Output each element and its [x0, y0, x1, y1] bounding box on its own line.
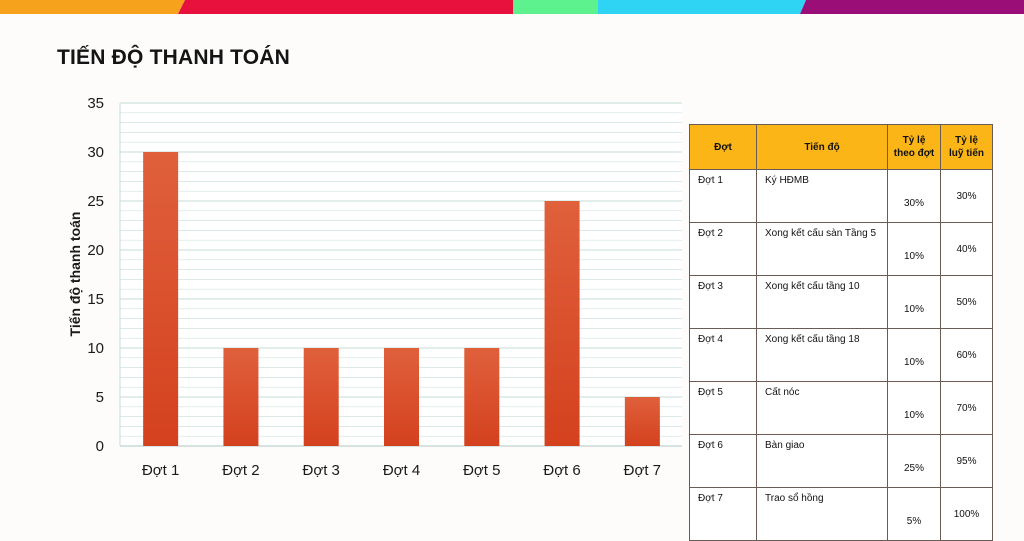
x-tick-label: Đợt 2	[222, 462, 259, 479]
cell-luy-tien: 70%	[940, 381, 993, 435]
top-stripe-segment	[598, 0, 806, 14]
cell-luy-tien: 50%	[940, 275, 993, 329]
y-tick-label: 25	[87, 193, 104, 210]
page-title: TIẾN ĐỘ THANH TOÁN	[57, 46, 291, 69]
cell-luy-tien: 95%	[940, 434, 993, 488]
cell-tien-do: Xong kết cấu sàn Tầng 5	[756, 222, 888, 276]
y-tick-label: 10	[87, 340, 104, 357]
top-stripe-segment	[0, 0, 185, 14]
y-tick-label: 0	[96, 438, 104, 455]
cell-ty-le: 10%	[887, 275, 941, 329]
table-row: Đợt 5 Cất nóc 10% 70%	[689, 381, 993, 435]
cell-ty-le: 10%	[887, 222, 941, 276]
cell-tien-do: Trao sổ hồng	[756, 487, 888, 541]
x-tick-label: Đợt 6	[543, 462, 580, 479]
cell-tien-do: Cất nóc	[756, 381, 888, 435]
table-row: Đợt 4 Xong kết cấu tầng 18 10% 60%	[689, 328, 993, 382]
cell-dot: Đợt 7	[689, 487, 757, 541]
bar	[384, 348, 419, 446]
x-tick-label: Đợt 7	[624, 462, 661, 479]
cell-dot: Đợt 6	[689, 434, 757, 488]
y-axis-label: Tiến độ thanh toán	[67, 212, 83, 337]
y-tick-label: 5	[96, 389, 104, 406]
table-row: Đợt 2 Xong kết cấu sàn Tầng 5 10% 40%	[689, 222, 993, 276]
x-tick-label: Đợt 1	[142, 462, 179, 479]
bar	[624, 397, 660, 446]
cell-tien-do: Ký HĐMB	[756, 169, 888, 223]
table-row: Đợt 3 Xong kết cấu tầng 10 10% 50%	[689, 275, 993, 329]
x-tick-label: Đợt 3	[303, 462, 340, 479]
cell-dot: Đợt 5	[689, 381, 757, 435]
bar	[223, 348, 259, 446]
cell-ty-le: 10%	[887, 328, 941, 382]
bar	[544, 201, 580, 446]
cell-dot: Đợt 2	[689, 222, 757, 276]
cell-luy-tien: 30%	[940, 169, 993, 223]
cell-luy-tien: 100%	[940, 487, 993, 541]
header-tien-do: Tiến độ	[756, 124, 888, 170]
header-dot: Đợt	[689, 124, 757, 170]
y-tick-label: 30	[87, 144, 104, 161]
bar	[464, 348, 500, 446]
cell-tien-do: Bàn giao	[756, 434, 888, 488]
top-color-stripe	[0, 0, 1024, 14]
cell-ty-le: 30%	[887, 169, 941, 223]
x-tick-label: Đợt 4	[383, 462, 420, 479]
cell-tien-do: Xong kết cấu tầng 18	[756, 328, 888, 382]
cell-tien-do: Xong kết cấu tầng 10	[756, 275, 888, 329]
y-tick-label: 20	[87, 242, 104, 259]
table-header-row: Đợt Tiến độ Tỷ lệ theo đợt Tỷ lệ luỹ tiến	[689, 124, 993, 170]
header-ty-le-luy-tien: Tỷ lệ luỹ tiến	[940, 124, 993, 170]
payment-schedule-table: Đợt Tiến độ Tỷ lệ theo đợt Tỷ lệ luỹ tiến …	[689, 124, 993, 541]
cell-luy-tien: 40%	[940, 222, 993, 276]
cell-ty-le: 25%	[887, 434, 941, 488]
y-tick-label: 35	[87, 95, 104, 112]
top-stripe-segment	[178, 0, 513, 14]
top-stripe-segment	[800, 0, 1024, 14]
bar	[303, 348, 339, 446]
bar	[143, 152, 179, 446]
payment-bar-chart: 0 5 10 15 20 25 30 35 Đợt 1 Đợt 2 Đợt 3 Đợt 4 Đợt 5…	[67, 95, 682, 479]
cell-ty-le: 5%	[887, 487, 941, 541]
y-tick-label: 15	[87, 291, 104, 308]
cell-dot: Đợt 4	[689, 328, 757, 382]
header-ty-le-theo-dot: Tỷ lệ theo đợt	[887, 124, 941, 170]
cell-dot: Đợt 3	[689, 275, 757, 329]
top-stripe-segment	[513, 0, 598, 14]
table-row: Đợt 7 Trao sổ hồng 5% 100%	[689, 487, 993, 541]
x-tick-label: Đợt 5	[463, 462, 500, 479]
table-row: Đợt 1 Ký HĐMB 30% 30%	[689, 169, 993, 223]
cell-luy-tien: 60%	[940, 328, 993, 382]
cell-dot: Đợt 1	[689, 169, 757, 223]
table-row: Đợt 6 Bàn giao 25% 95%	[689, 434, 993, 488]
cell-ty-le: 10%	[887, 381, 941, 435]
